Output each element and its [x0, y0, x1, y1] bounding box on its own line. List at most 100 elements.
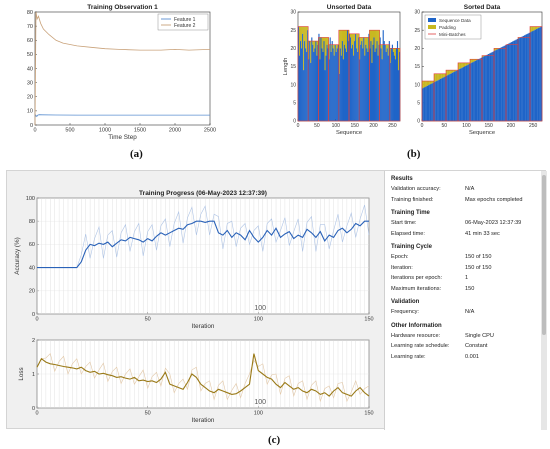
sequence-bar [344, 48, 347, 122]
sequence-bar [355, 33, 357, 121]
sequence-bar [362, 48, 364, 122]
sequence-bar [425, 86, 427, 121]
sequence-bar [310, 62, 312, 121]
x-tick-label: 150 [364, 317, 373, 323]
padding-bar [333, 44, 335, 56]
sequence-bar [454, 71, 456, 121]
y-tick-label: 0 [417, 119, 420, 125]
sequence-bar [351, 48, 353, 122]
sequence-bar [498, 48, 501, 121]
sequence-bar [392, 51, 394, 121]
results-key: Epoch: [391, 254, 409, 261]
padding-bar [423, 81, 425, 88]
y-tick-label: 100 [26, 196, 35, 202]
sequence-bar [363, 37, 365, 121]
sequence-bar [470, 63, 472, 121]
padding-bar [352, 33, 354, 45]
sequence-bar [423, 87, 425, 121]
x-tick-label: 50 [145, 317, 151, 323]
sequence-bar [378, 44, 380, 122]
sequence-bar [480, 57, 483, 121]
x-tick-label: 0 [35, 411, 38, 417]
mini-batch-outline [529, 26, 543, 122]
sequence-bar [479, 58, 481, 121]
sequence-bar [512, 41, 514, 121]
sequence-bar [455, 70, 457, 121]
results-key: Iteration: [391, 264, 413, 271]
results-key: Training finished: [391, 196, 434, 203]
padding-bar [468, 62, 471, 64]
sequence-bar [465, 65, 467, 121]
sequence-bar [372, 44, 374, 122]
results-value: 0.001 [465, 353, 479, 360]
x-tick-label: 150 [364, 411, 373, 417]
padding-bar [440, 73, 442, 79]
results-row: Maximum iterations: 150 [391, 284, 541, 295]
padding-bar [323, 37, 325, 42]
results-section-title: Other Information [391, 322, 442, 329]
results-scrollbar-thumb[interactable] [542, 175, 546, 335]
sequence-bar [431, 83, 433, 121]
sequence-bar [380, 48, 382, 122]
sequence-bar [308, 59, 310, 121]
padding-bar [455, 70, 457, 71]
results-section-title: Results [391, 176, 413, 182]
sequence-bar [397, 70, 400, 121]
sequence-bar [299, 55, 301, 121]
y-tick-label: 20 [27, 95, 33, 101]
plot-area [34, 11, 211, 126]
chart-title: Training Observation 1 [87, 4, 158, 11]
padding-bar [378, 30, 380, 45]
sequence-bar [488, 53, 490, 121]
results-key: Hardware resource: [391, 332, 441, 339]
y-tick-label: 80 [29, 219, 35, 225]
padding-bar [534, 26, 537, 30]
x-tick-label: 50 [441, 123, 447, 129]
padding-bar [530, 26, 532, 33]
legend-box [157, 13, 209, 31]
y-tick-label: 0 [32, 406, 35, 412]
accuracy-chart: 0 50 100 150 0 20 40 60 80 100 Training Progress (… [14, 190, 374, 330]
padding-bar [397, 48, 400, 71]
padding-bar [444, 73, 447, 77]
chart-title: Training Progress (06-May-2023 12:37:39) [139, 190, 267, 197]
sequence-bar [424, 87, 426, 121]
y-tick-label: 60 [29, 242, 35, 248]
padding-bar [454, 70, 456, 72]
padding-bar [466, 62, 468, 66]
padding-bar [448, 70, 450, 75]
y-tick-label: 20 [290, 46, 296, 52]
sequence-bar [373, 37, 375, 121]
padding-bar [443, 73, 445, 78]
y-tick-label: 60 [27, 38, 33, 44]
padding-bar [453, 70, 455, 73]
padding-bar [314, 41, 316, 49]
x-tick-label: 0 [35, 317, 38, 323]
padding-bar [380, 44, 382, 49]
padding-bar [472, 59, 474, 63]
mini-batch-outline [389, 48, 401, 122]
sequence-bar [519, 37, 521, 121]
sequence-bar [345, 51, 348, 121]
sequence-bar [468, 63, 471, 121]
sequence-bar [369, 48, 371, 122]
sequence-bar [437, 80, 439, 121]
padding-bar [483, 55, 485, 57]
results-scrollbar[interactable] [541, 171, 547, 430]
padding-bar [467, 62, 469, 65]
chart-annotation: 100 [254, 399, 266, 406]
sequence-bar [504, 45, 507, 121]
sequence-bar [452, 72, 454, 121]
padding-bar [371, 30, 373, 63]
sequence-bar [485, 55, 487, 121]
sequence-bar [375, 48, 377, 122]
padding-bar [364, 37, 366, 56]
results-row: Training finished: Max epochs completed [391, 195, 541, 206]
sequence-bar [539, 27, 541, 121]
sequence-bar [304, 41, 306, 121]
sequence-bar [428, 85, 430, 121]
padding-bar [385, 44, 387, 52]
padding-bar [376, 30, 378, 42]
sequence-bar [330, 51, 332, 121]
results-panel: Results Validation accuracy: N/A Training f… [384, 171, 547, 430]
